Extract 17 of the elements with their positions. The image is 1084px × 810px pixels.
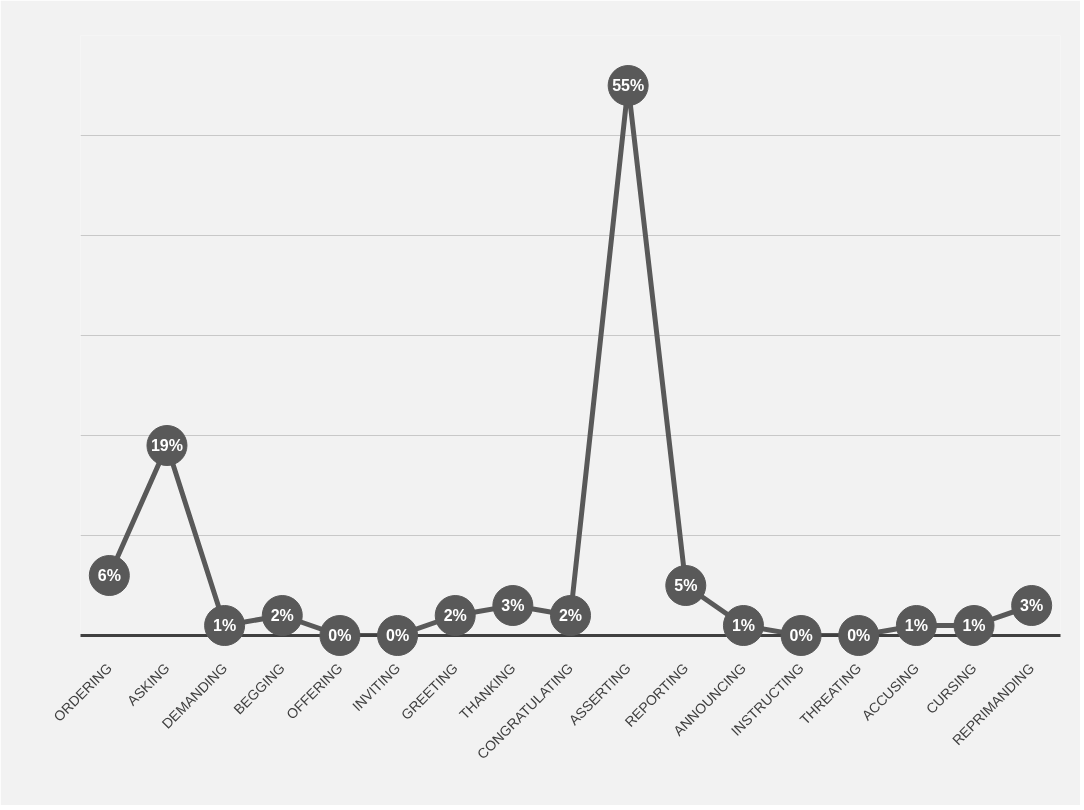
data-label: 6% xyxy=(97,567,121,584)
data-label: 0% xyxy=(386,627,410,644)
data-label: 19% xyxy=(150,437,183,454)
data-label: 55% xyxy=(612,77,645,94)
data-label: 3% xyxy=(1020,597,1044,614)
data-label: 2% xyxy=(558,607,583,624)
data-label: 3% xyxy=(501,597,525,614)
data-label: 0% xyxy=(328,627,352,644)
data-label: 2% xyxy=(270,607,294,624)
data-label: 5% xyxy=(674,577,698,594)
data-label: 1% xyxy=(213,617,237,634)
data-label: 2% xyxy=(443,607,467,624)
data-label: 0% xyxy=(847,627,871,644)
data-label: 0% xyxy=(789,627,813,644)
data-label: 1% xyxy=(962,617,986,634)
data-label: 1% xyxy=(904,617,928,634)
data-label: 1% xyxy=(731,617,755,634)
